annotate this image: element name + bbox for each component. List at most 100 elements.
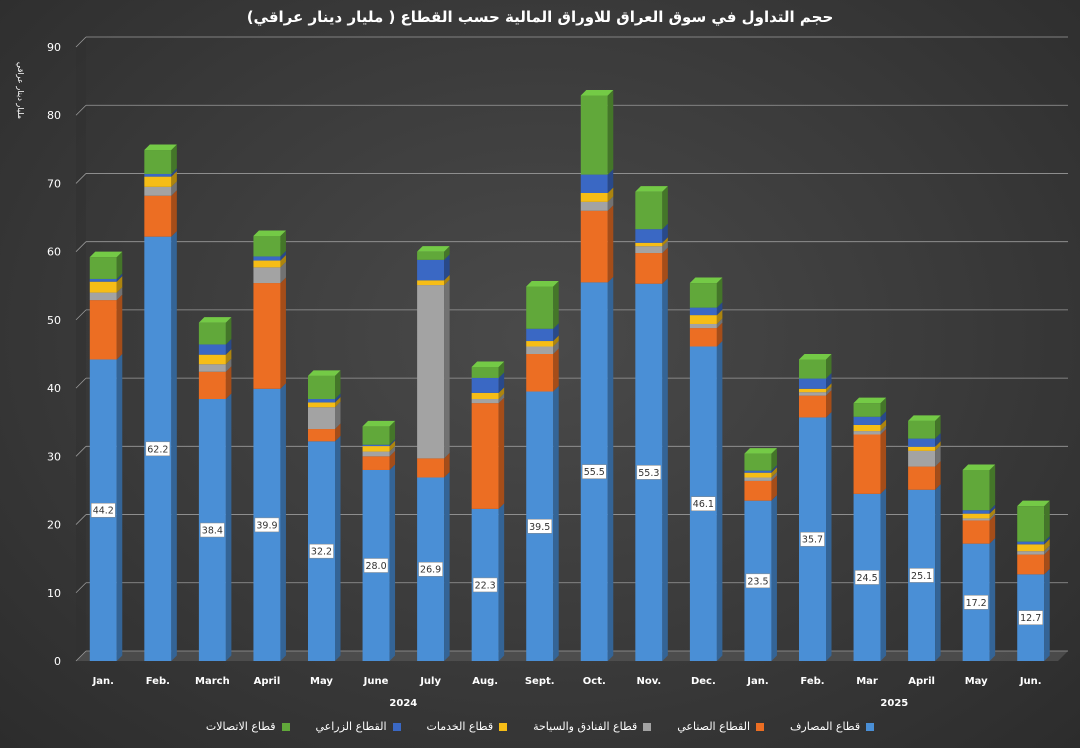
bar-segment [580,89,614,175]
legend-swatch [499,722,508,731]
data-label-box [363,558,389,573]
bar-segment [799,383,832,393]
bar-segment [471,387,505,400]
data-label-box [418,561,443,577]
bar-segment [471,361,505,378]
data-label-box [909,568,934,583]
bar-top-face [471,361,505,367]
data-label-box [1018,610,1043,625]
bar-segment [689,322,723,347]
bar-segment [635,223,668,243]
bar-segment [1017,500,1050,542]
data-label-box [91,502,116,518]
bar-segment [362,420,396,445]
data-label: 24.5 [856,573,877,584]
bar-segment [580,169,614,193]
bar-segment [853,397,887,417]
data-label: 22.3 [475,580,496,591]
x-tick-label: Oct. [583,676,606,687]
x-tick-label: Jan. [92,676,114,687]
y-axis-label: مليار دينار عراقي [16,61,26,120]
x-tick-label: May [965,676,988,687]
x-tick-label: Feb. [800,676,824,687]
bar-segment [253,277,286,389]
x-tick-label: Jan. [746,676,768,687]
x-tick-label: March [195,676,230,687]
legend-swatch [643,722,652,731]
y-tick-label: 80 [47,109,61,122]
year-label: 2025 [880,698,908,709]
data-label-box [800,531,825,547]
bar-top-face [962,464,996,470]
data-label: 55.5 [584,467,605,478]
bar-segment [689,277,723,308]
data-label: 62.2 [147,444,168,455]
bar-segment [417,246,450,260]
data-label: 39.9 [256,520,277,531]
chart-plot: 0 10 20 30 40 50 60 70 80 90 44.2 Jan. 62.2 Feb. 38.4 M… [47,36,1068,709]
bar-segment [744,471,777,481]
data-label-box [254,517,280,533]
bar-segment [526,323,559,342]
bar-segment [853,425,887,435]
bar-segment [580,196,614,211]
bar-segment [908,461,941,490]
data-label-box [745,573,771,589]
bar-segment [1017,538,1050,552]
bar-segment [962,514,996,544]
bar-segment [853,419,887,432]
bar-segment [253,255,286,268]
gridline-depth [75,582,87,594]
bar-top-face [635,186,668,192]
bar-segment [198,317,232,345]
x-tick-label: Feb. [146,676,170,687]
x-tick-label: April [908,676,935,687]
data-label-box [309,543,334,559]
bar-segment [308,423,341,442]
data-label: 25.1 [911,571,932,582]
bar-segment [417,274,450,286]
bar-segment [526,335,559,347]
y-tick-label: 20 [47,519,61,532]
legend-swatch [866,722,875,731]
bar-segment [308,401,341,430]
bar-segment [362,440,396,452]
bar-segment [799,386,832,396]
bar-segment [908,441,941,451]
bar-segment [689,302,723,316]
data-label: 38.4 [202,526,223,537]
bar-top-face [853,397,887,404]
legend: قطاع المصارف القطاع الصناعي قطاع الفنادق و… [0,720,1080,733]
bar-segment [908,445,941,467]
bar-segment [853,429,887,494]
bar-segment [144,171,177,187]
data-label: 44.2 [93,506,114,517]
data-label-box [145,441,171,457]
data-label-box [636,465,662,480]
gridline-depth [75,377,87,389]
data-label: 17.2 [966,598,987,609]
legend-swatch [392,722,401,731]
bar-segment [908,415,941,439]
data-label: 39.5 [529,522,550,533]
data-label-box [582,464,607,479]
bar-segment [144,181,177,196]
y-tick-label: 0 [54,655,61,668]
bar-segment [308,396,341,408]
legend-swatch [281,722,290,731]
bar-segment [471,393,505,404]
bar-segment [198,366,232,400]
bar-segment [908,433,941,447]
legend-label: قطاع الفنادق والسياحة [533,720,638,733]
bar-top-face [417,246,450,252]
bar-segment [962,464,996,511]
x-tick-label: Sept. [525,676,555,687]
bar-top-face [908,415,941,421]
legend-label: قطاع الخدمات [426,720,494,733]
legend-item: قطاع المصارف [790,720,875,733]
bar-segment [1017,549,1050,575]
bar-segment [198,338,232,355]
bar-segment [89,287,123,301]
bar-top-face [362,420,396,427]
